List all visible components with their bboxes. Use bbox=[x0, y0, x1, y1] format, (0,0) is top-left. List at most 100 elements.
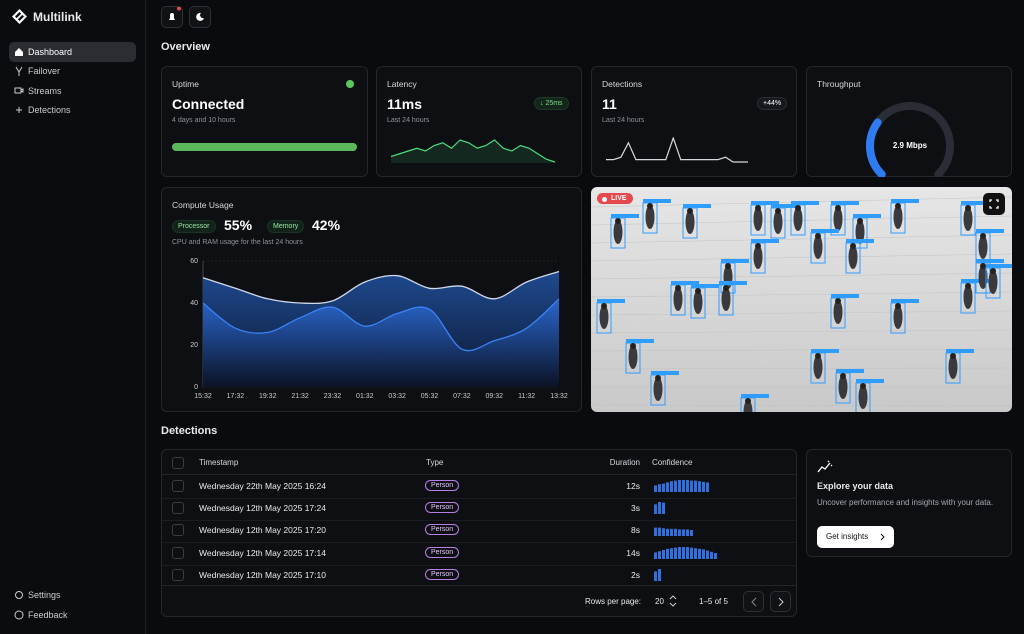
detection-tag bbox=[853, 214, 881, 218]
y-tick-label: 20 bbox=[190, 342, 198, 349]
detection-tag bbox=[721, 259, 749, 263]
insights-title: Explore your data bbox=[817, 481, 894, 491]
detection-tag bbox=[671, 281, 699, 285]
confidence-bar bbox=[714, 552, 717, 559]
card-sub: Last 24 hours bbox=[602, 117, 645, 124]
person-head bbox=[895, 303, 901, 309]
notifications-button[interactable] bbox=[161, 6, 183, 28]
detection-tag bbox=[976, 229, 1004, 233]
card-sub: 4 days and 10 hours bbox=[172, 117, 236, 124]
row-checkbox[interactable] bbox=[172, 568, 184, 581]
detection-tag bbox=[836, 369, 864, 373]
next-page[interactable] bbox=[770, 591, 791, 612]
floor-line bbox=[591, 272, 1012, 280]
floor-line bbox=[591, 348, 1012, 352]
floor-line bbox=[591, 367, 1012, 370]
select-all[interactable] bbox=[172, 457, 184, 469]
nav-item[interactable]: Streams bbox=[28, 86, 62, 96]
detection-tag bbox=[961, 201, 989, 205]
confidence-bar bbox=[670, 481, 673, 492]
x-tick-label: 13:32 bbox=[550, 393, 568, 400]
rows-select[interactable]: 20 bbox=[655, 597, 664, 606]
person bbox=[753, 207, 763, 231]
detection-tag bbox=[986, 264, 1012, 268]
card-value: 11ms bbox=[387, 96, 423, 112]
confidence-bar bbox=[654, 571, 657, 581]
confidence-bar bbox=[694, 547, 697, 559]
person bbox=[978, 265, 988, 289]
confidence-bar bbox=[658, 502, 661, 515]
confidence-bar bbox=[674, 547, 677, 559]
row-divider bbox=[162, 498, 796, 499]
row-checkbox[interactable] bbox=[172, 546, 184, 559]
detection-tag bbox=[811, 229, 839, 233]
chevron bbox=[880, 533, 885, 541]
card-value: 11 bbox=[602, 96, 617, 112]
person-head bbox=[980, 233, 986, 239]
confidence-bar bbox=[658, 484, 661, 492]
card-title: Detections bbox=[602, 79, 643, 89]
select-arrows bbox=[669, 595, 677, 607]
sparkline bbox=[606, 137, 748, 163]
person-head bbox=[835, 205, 841, 211]
nav-item[interactable]: Settings bbox=[28, 590, 61, 600]
type-pill: Person bbox=[425, 502, 460, 514]
type-pill: Person bbox=[425, 480, 460, 491]
fullscreen-button[interactable] bbox=[983, 193, 1005, 215]
person bbox=[773, 210, 783, 234]
confidence-bar bbox=[690, 547, 693, 559]
nav-item[interactable]: Feedback bbox=[28, 610, 68, 620]
theme-button[interactable] bbox=[189, 6, 211, 28]
person bbox=[813, 355, 823, 379]
processor-value: 55% bbox=[224, 217, 253, 233]
confidence-bar bbox=[690, 530, 693, 537]
confidence-bar bbox=[706, 482, 709, 492]
nav-item[interactable]: Dashboard bbox=[9, 42, 136, 62]
confidence-bar bbox=[678, 546, 681, 559]
card-title: Uptime bbox=[172, 79, 199, 89]
uptime-card: Uptime Connected 4 days and 10 hours bbox=[161, 66, 368, 177]
confidence-bar bbox=[662, 483, 665, 492]
insights-button[interactable]: Get insights bbox=[817, 526, 895, 548]
card-title: Latency bbox=[387, 79, 417, 89]
x-tick-label: 09:32 bbox=[486, 393, 504, 400]
person bbox=[838, 375, 848, 399]
duration: 14s bbox=[626, 547, 640, 558]
confidence-bar bbox=[670, 529, 673, 537]
person-head bbox=[965, 205, 971, 211]
duration: 3s bbox=[631, 503, 640, 514]
y-tick-label: 40 bbox=[190, 300, 198, 307]
detection-tag bbox=[651, 371, 679, 375]
y-tick-label: 0 bbox=[194, 384, 198, 391]
person bbox=[833, 207, 843, 231]
confidence-bar bbox=[674, 480, 677, 492]
person bbox=[743, 400, 753, 412]
confidence-bar bbox=[654, 485, 657, 492]
confidence-bar bbox=[666, 529, 669, 537]
nav-item[interactable]: Failover bbox=[28, 66, 61, 76]
person-head bbox=[860, 383, 866, 389]
progress-track bbox=[172, 143, 357, 151]
x-tick-label: 23:32 bbox=[324, 393, 342, 400]
gauge: 2.9 Mbps bbox=[866, 102, 954, 177]
person bbox=[855, 220, 865, 244]
processor-label: Processor bbox=[172, 220, 216, 233]
progress-bar bbox=[172, 143, 357, 151]
row-checkbox[interactable] bbox=[172, 502, 184, 515]
prev-page[interactable] bbox=[743, 591, 764, 612]
detection-tag bbox=[611, 214, 639, 218]
person bbox=[653, 377, 663, 401]
insights-text: Uncover performance and insights with yo… bbox=[817, 498, 994, 507]
detection-tag bbox=[891, 199, 919, 203]
confidence-bar bbox=[678, 480, 681, 492]
nav-item[interactable]: Detections bbox=[28, 105, 71, 115]
row-checkbox[interactable] bbox=[172, 524, 184, 537]
duration: 8s bbox=[631, 525, 640, 536]
person bbox=[963, 285, 973, 309]
row-checkbox[interactable] bbox=[172, 480, 184, 492]
person bbox=[673, 287, 683, 311]
detection-tag bbox=[751, 201, 779, 205]
confidence-bars bbox=[654, 527, 693, 537]
person bbox=[833, 300, 843, 324]
person-head bbox=[630, 343, 636, 349]
